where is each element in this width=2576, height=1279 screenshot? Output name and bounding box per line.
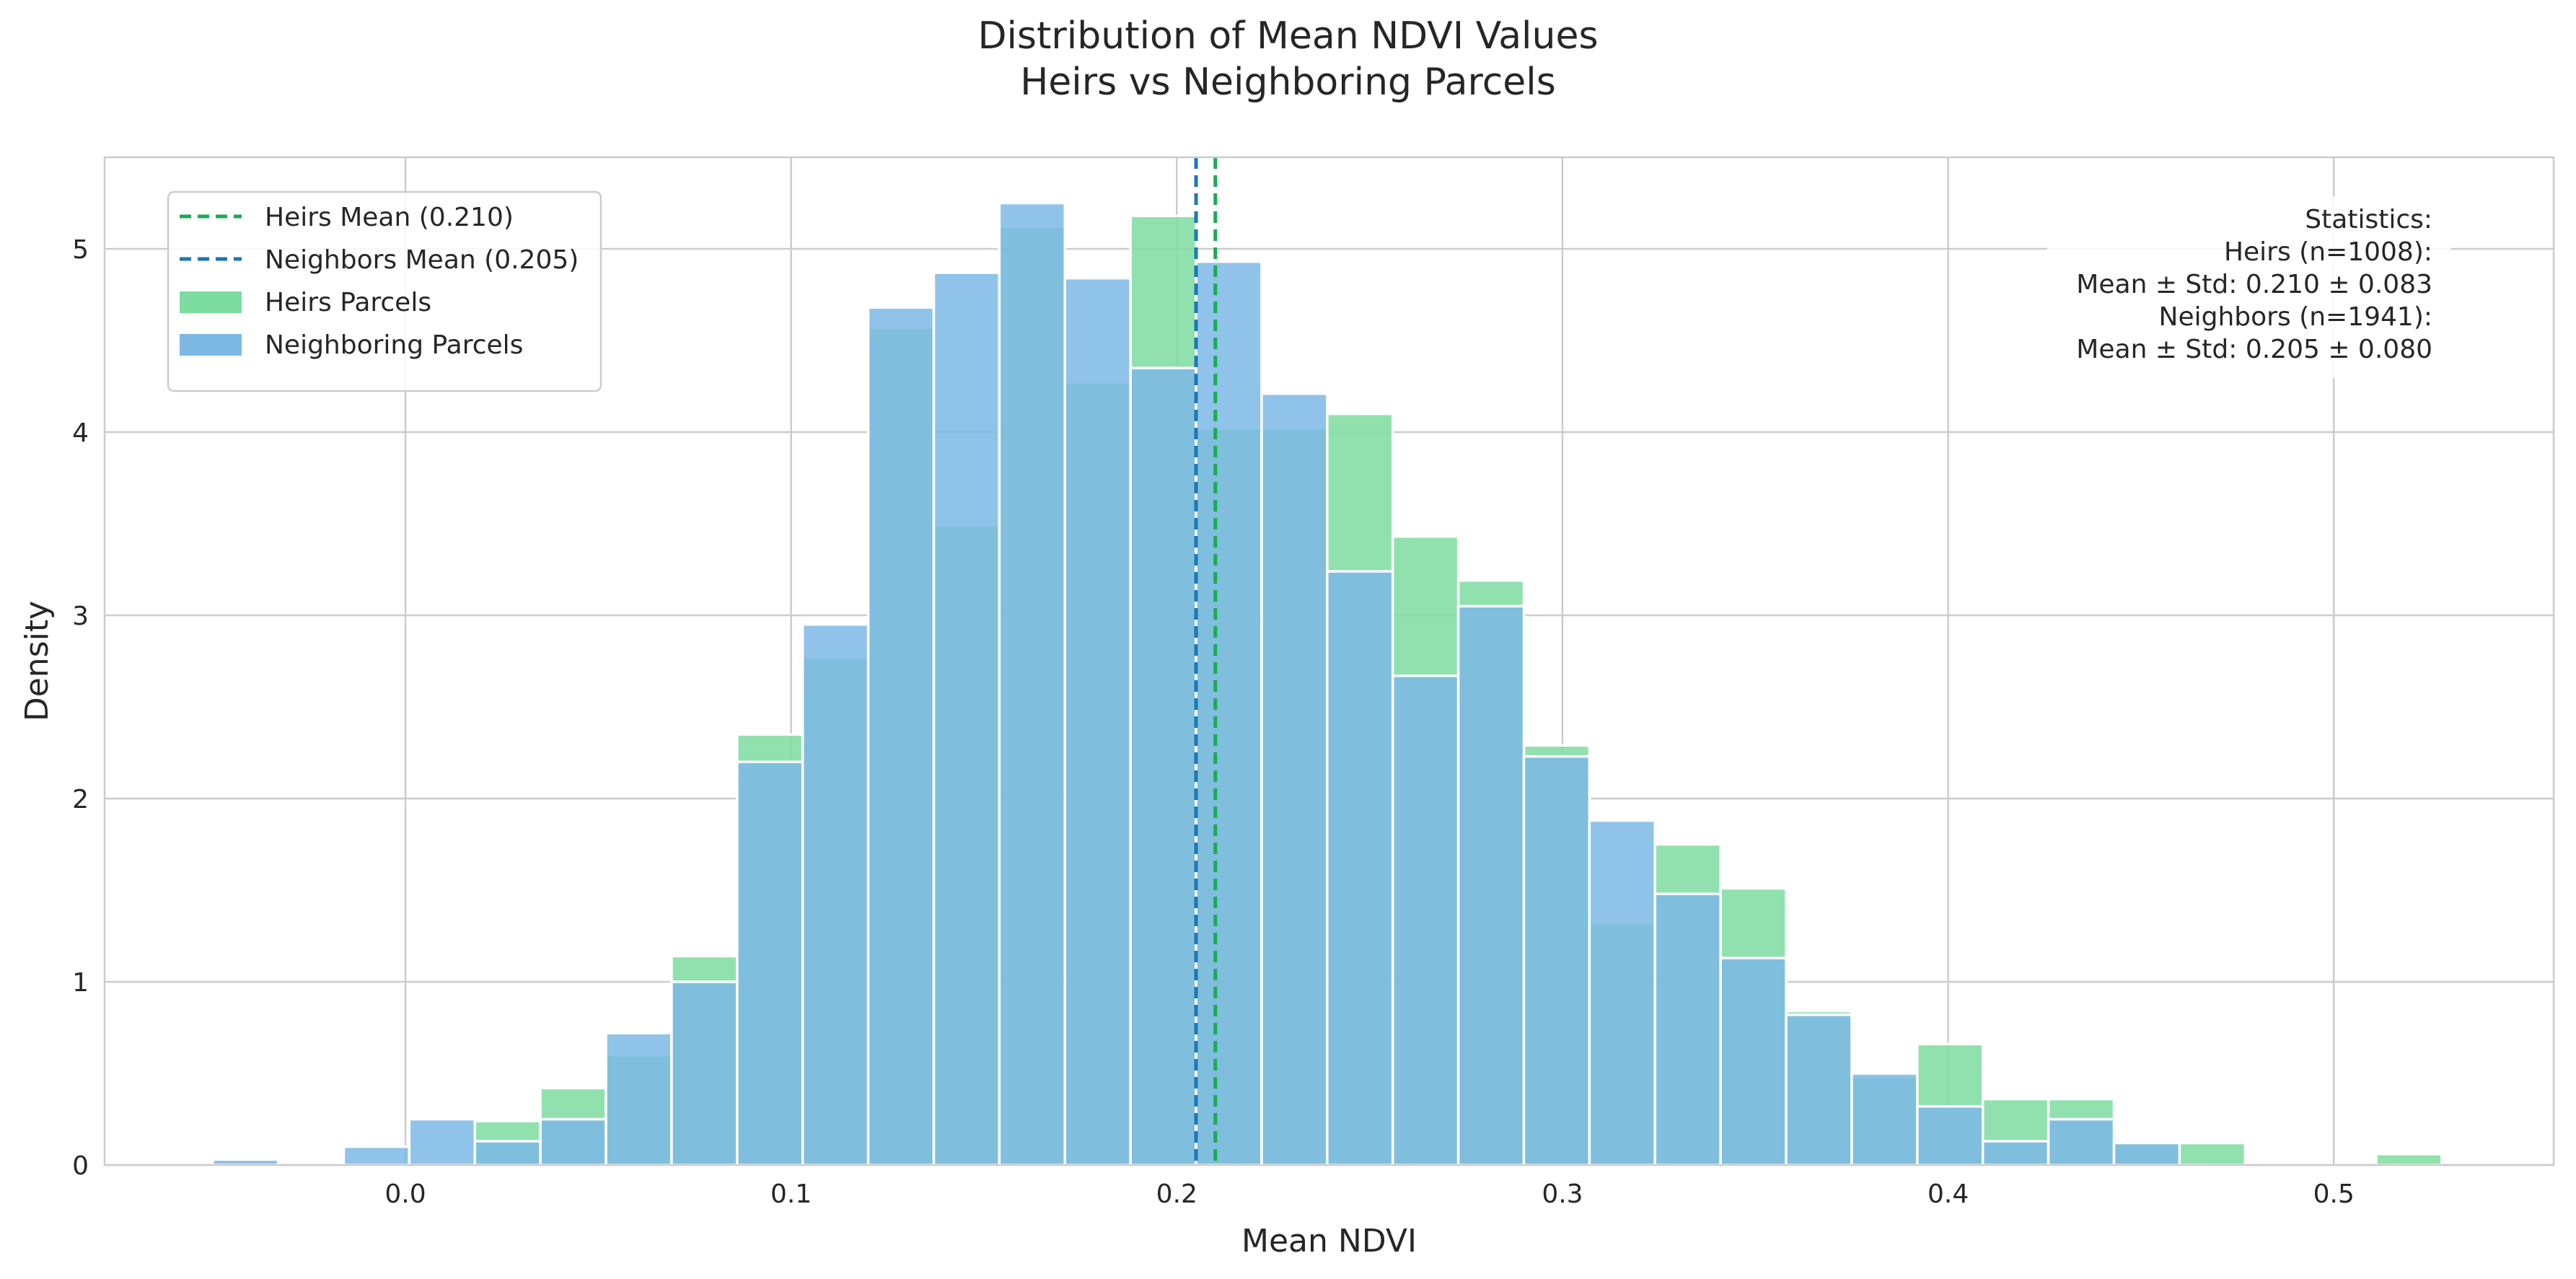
bar-neighboring-parcels	[1326, 570, 1394, 1166]
bar-neighboring-parcels	[736, 760, 804, 1166]
bar-neighboring-parcels	[605, 1032, 673, 1166]
bar-neighboring-parcels	[1785, 1013, 1853, 1166]
stats-line: Mean ± Std: 0.205 ± 0.080	[2076, 335, 2432, 364]
legend-label: Heirs Mean (0.210)	[265, 203, 514, 232]
x-tick-label: 0.5	[2313, 1179, 2355, 1209]
legend-label: Neighbors Mean (0.205)	[265, 245, 579, 275]
chart-title-line-1: Distribution of Mean NDVI Values	[977, 14, 1599, 58]
plot-frame	[103, 156, 2555, 1166]
bar-neighboring-parcels	[2112, 1141, 2181, 1166]
bar-neighboring-parcels	[408, 1117, 477, 1166]
bar-heirs-parcels	[2375, 1153, 2443, 1166]
bar-neighboring-parcels	[1850, 1072, 1919, 1166]
y-tick-label: 3	[72, 602, 89, 631]
x-tick-label: 0.4	[1927, 1179, 1969, 1209]
bar-neighboring-parcels	[539, 1117, 607, 1166]
y-tick-label: 1	[72, 968, 89, 998]
bar-neighboring-parcels	[473, 1140, 542, 1166]
bar-neighboring-parcels	[1719, 957, 1788, 1166]
bar-neighboring-parcels	[1981, 1140, 2050, 1166]
bar-neighboring-parcels	[1391, 674, 1460, 1166]
bar-neighboring-parcels	[1588, 819, 1657, 1166]
legend-label: Neighboring Parcels	[265, 330, 523, 360]
legend-swatch-patch	[180, 291, 242, 313]
chart-title-line-2: Heirs vs Neighboring Parcels	[1020, 61, 1556, 104]
bar-neighboring-parcels	[1129, 366, 1197, 1166]
x-tick-label: 0.1	[770, 1179, 812, 1209]
bar-neighboring-parcels	[1260, 392, 1329, 1166]
bar-neighboring-parcels	[998, 201, 1067, 1166]
bar-neighboring-parcels	[801, 623, 870, 1166]
stats-box	[2047, 196, 2451, 378]
y-tick-label: 0	[72, 1151, 89, 1181]
bar-heirs-parcels	[2178, 1141, 2247, 1166]
legend-box	[167, 190, 602, 392]
stats-line: Mean ± Std: 0.210 ± 0.083	[2076, 270, 2432, 299]
bar-neighboring-parcels	[932, 271, 1001, 1166]
stats-line: Statistics:	[2305, 205, 2432, 234]
bar-neighboring-parcels	[670, 980, 739, 1166]
stats-line: Heirs (n=1008):	[2224, 237, 2432, 267]
x-tick-label: 0.0	[384, 1179, 426, 1209]
legend-swatch-patch	[180, 334, 242, 356]
x-tick-label: 0.2	[1156, 1179, 1197, 1209]
bar-neighboring-parcels	[866, 306, 936, 1166]
bar-neighboring-parcels	[1195, 260, 1263, 1166]
bar-neighboring-parcels	[1063, 276, 1132, 1166]
bar-neighboring-parcels	[2047, 1117, 2116, 1166]
bar-neighboring-parcels	[1456, 605, 1526, 1166]
y-tick-label: 4	[72, 418, 89, 448]
y-axis-label: Density	[19, 601, 56, 721]
bar-neighboring-parcels	[1916, 1104, 1984, 1166]
bar-neighboring-parcels	[1653, 892, 1722, 1166]
y-tick-label: 5	[72, 235, 89, 265]
stats-line: Neighbors (n=1941):	[2159, 302, 2432, 332]
bar-neighboring-parcels	[342, 1145, 411, 1166]
x-tick-label: 0.3	[1542, 1179, 1583, 1209]
bar-neighboring-parcels	[1522, 755, 1591, 1166]
x-axis-label: Mean NDVI	[1241, 1223, 1417, 1260]
legend-label: Heirs Parcels	[265, 288, 431, 317]
y-tick-label: 2	[72, 785, 89, 814]
